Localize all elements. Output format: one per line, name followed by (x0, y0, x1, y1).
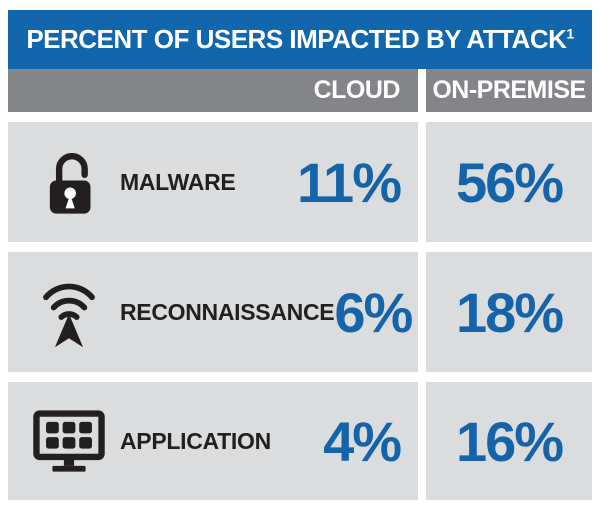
table-cell-reconnaissance-on-premise: 18% (426, 252, 592, 372)
table-cell-application-on-premise: 16% (426, 382, 592, 500)
column-header-on-premise: ON-PREMISE (426, 69, 592, 112)
title-bar: PERCENT OF USERS IMPACTED BY ATTACK1 (8, 10, 592, 69)
row-label-malware: MALWARE (120, 168, 236, 195)
open-padlock-icon (32, 145, 106, 219)
row-label-application: APPLICATION (120, 427, 271, 454)
monitor-grid-icon (32, 409, 106, 473)
cloud-column-label: CLOUD (313, 76, 401, 104)
malware-on-premise-value: 56% (455, 150, 564, 214)
application-on-premise-value: 16% (455, 409, 564, 473)
reconnaissance-on-premise-value: 18% (455, 280, 564, 344)
title-main-text: PERCENT OF USERS IMPACTED BY ATTACK (26, 24, 567, 54)
application-cloud-value: 4% (323, 409, 402, 473)
table-row-malware: MALWARE 11% (8, 122, 418, 242)
signal-arrow-icon (32, 274, 106, 350)
table-cell-malware-on-premise: 56% (426, 122, 592, 242)
on-premise-column-label: ON-PREMISE (432, 76, 586, 104)
malware-cloud-value: 11% (297, 150, 402, 214)
table-board: PERCENT OF USERS IMPACTED BY ATTACK1 CLO… (8, 10, 592, 500)
table-row-reconnaissance: RECONNAISSANCE 6% (8, 252, 418, 372)
row-label-reconnaissance: RECONNAISSANCE (120, 298, 335, 325)
page-title: PERCENT OF USERS IMPACTED BY ATTACK1 (26, 24, 574, 55)
table-grid: CLOUD ON-PREMISE MALWARE 11% (8, 69, 592, 500)
column-header-cloud: CLOUD (8, 69, 418, 112)
title-footnote-marker: 1 (566, 25, 574, 42)
reconnaissance-cloud-value: 6% (334, 280, 413, 344)
table-row-application: APPLICATION 4% (8, 382, 418, 500)
